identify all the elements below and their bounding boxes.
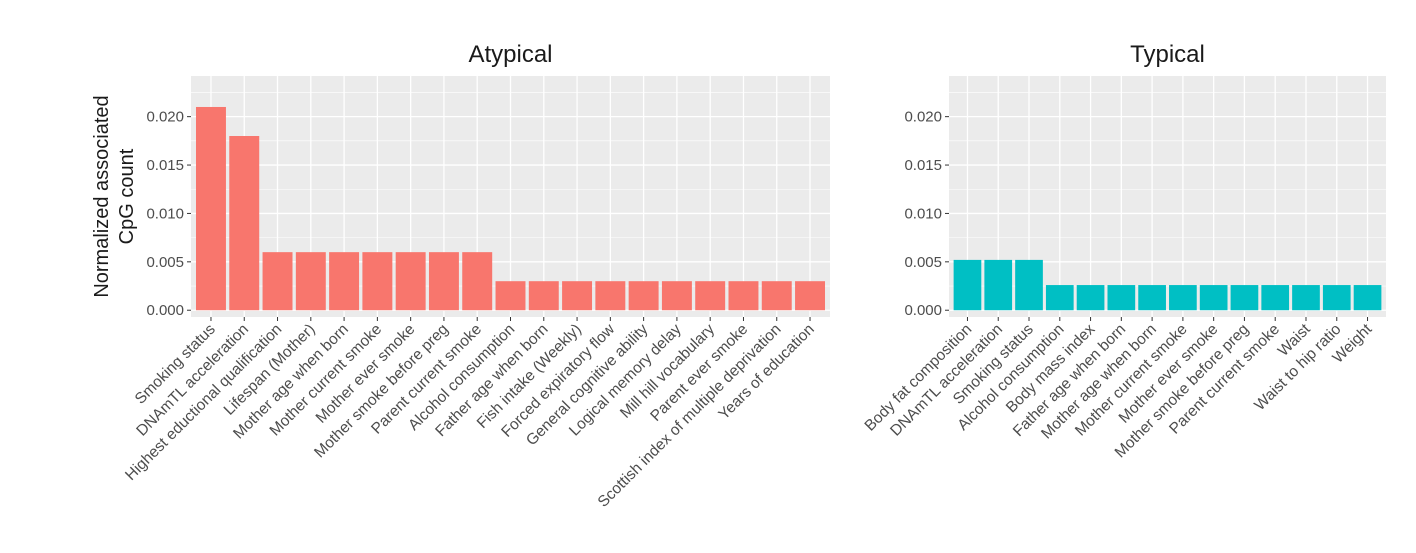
- y-tick-label: 0.005: [904, 254, 942, 271]
- bar-alcohol-consumption: [495, 281, 526, 311]
- bar-dnamtl-acceleration: [229, 136, 260, 311]
- bar-waist: [1292, 285, 1320, 311]
- y-tick-label: 0.010: [904, 205, 942, 222]
- y-axis-title-line: Normalized associated: [91, 95, 113, 297]
- bar-body-fat-composition: [953, 259, 982, 311]
- bar-mother-ever-smoke: [1199, 285, 1228, 311]
- bar-years-of-education: [795, 281, 826, 311]
- bar-smoking-status: [195, 106, 226, 311]
- bar-mother-current-smoke: [362, 252, 393, 311]
- plot-background: [949, 76, 1386, 317]
- y-tick-label: 0.020: [146, 109, 184, 126]
- y-tick-label: 0.020: [904, 109, 942, 126]
- bar-body-mass-index: [1076, 285, 1105, 311]
- y-tick-label: 0.015: [904, 157, 942, 174]
- bar-weight: [1353, 285, 1382, 311]
- bar-lifespan-mother: [295, 252, 326, 311]
- bar-mill-hill-vocabulary: [695, 281, 726, 311]
- bar-waist-to-hip-ratio: [1322, 285, 1351, 311]
- bar-logical-memory-delay: [661, 281, 692, 311]
- bar-highest-eductional-qualification: [262, 252, 293, 311]
- panel-title: Typical: [1130, 41, 1205, 68]
- bar-dnamtl-acceleration: [984, 259, 1013, 311]
- bar-parent-ever-smoke: [728, 281, 759, 311]
- bar-father-age-when-born: [528, 281, 559, 311]
- y-axis-title: Normalized associated CpG count: [91, 95, 138, 297]
- bar-mother-current-smoke: [1169, 285, 1197, 311]
- y-axis-title-line: CpG count: [116, 148, 138, 244]
- bar-mother-age-when-born: [1138, 285, 1166, 311]
- bar-mother-ever-smoke: [395, 252, 426, 311]
- bar-smoking-status: [1015, 259, 1043, 311]
- bar-parent-current-smoke: [462, 252, 493, 311]
- bar-fish-intake-weekly: [562, 281, 593, 311]
- y-tick-label: 0.010: [146, 205, 184, 222]
- y-tick-label: 0.005: [146, 254, 184, 271]
- bar-general-cognitive-ability: [628, 281, 659, 311]
- bar-mother-smoke-before-preg: [428, 252, 459, 311]
- bar-scottish-index-of-multiple-deprivation: [761, 281, 792, 311]
- panel-title: Atypical: [468, 41, 552, 68]
- bar-father-age-when-born: [1107, 285, 1136, 311]
- bar-mother-smoke-before-preg: [1230, 285, 1259, 311]
- y-tick-label: 0.015: [146, 157, 184, 174]
- y-tick-label: 0.000: [146, 302, 184, 319]
- bar-forced-expiratory-flow: [595, 281, 626, 311]
- bar-parent-current-smoke: [1261, 285, 1290, 311]
- bar-mother-age-when-born: [329, 252, 360, 311]
- bar-alcohol-consumption: [1045, 285, 1074, 311]
- y-tick-label: 0.000: [904, 302, 942, 319]
